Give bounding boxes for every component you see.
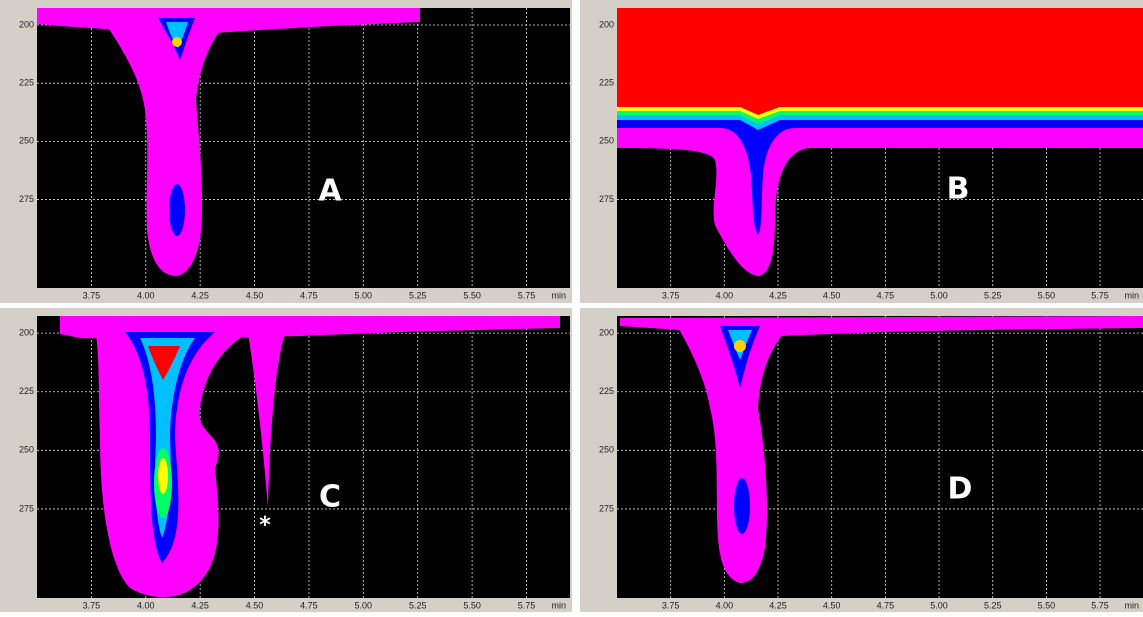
x-tick-label: 5.50 <box>463 600 481 610</box>
x-tick-label: 3.75 <box>83 600 101 610</box>
x-tick-label: 4.00 <box>716 600 734 610</box>
y-tick-label: 250 <box>599 445 614 455</box>
y-tick-label: 250 <box>19 136 34 146</box>
panel-label: B <box>947 172 970 207</box>
x-tick-label: 4.50 <box>246 290 264 300</box>
panel-label: D <box>948 472 973 507</box>
y-tick-label: 200 <box>19 19 34 29</box>
x-tick-label: 4.75 <box>877 290 895 300</box>
x-tick-label: 5.75 <box>518 600 536 610</box>
x-tick-label: 4.75 <box>300 600 318 610</box>
panel: B 3.75 4.00 4.25 4.50 4.75 5.00 5.25 5.50 5.75 20… <box>580 0 1143 303</box>
x-tick-label: 4.50 <box>246 600 264 610</box>
y-tick-label: 250 <box>599 136 614 146</box>
y-tick-label: 225 <box>599 78 614 88</box>
annotation: * <box>259 513 271 538</box>
panel-label: C <box>319 480 341 515</box>
y-tick-label: 275 <box>19 194 34 204</box>
x-tick-label: 5.00 <box>355 600 373 610</box>
contour <box>620 316 1143 583</box>
y-tick-label: 200 <box>19 327 34 337</box>
x-tick-label: 5.75 <box>518 290 536 300</box>
x-tick-label: 5.00 <box>355 290 373 300</box>
y-tick-label: 225 <box>19 386 34 396</box>
x-tick-label: 4.00 <box>137 290 155 300</box>
contour <box>617 8 1143 276</box>
x-tick-label: 3.75 <box>662 600 680 610</box>
x-tick-label: 3.75 <box>83 290 101 300</box>
y-tick-label: 250 <box>19 445 34 455</box>
x-tick-label: 4.25 <box>769 290 787 300</box>
panel-label: A <box>318 174 342 209</box>
x-tick-label: 5.75 <box>1091 600 1109 610</box>
x-tick-label: 4.00 <box>137 600 155 610</box>
x-tick-label: 4.00 <box>716 290 734 300</box>
y-tick-label: 200 <box>599 327 614 337</box>
y-tick-label: 225 <box>19 78 34 88</box>
x-tick-label: 4.75 <box>877 600 895 610</box>
y-tick-label: 275 <box>19 503 34 513</box>
x-axis-label: min <box>551 290 566 300</box>
x-tick-label: 5.25 <box>984 290 1002 300</box>
x-tick-label: 5.00 <box>930 600 948 610</box>
y-tick-label: 200 <box>599 19 614 29</box>
x-tick-label: 5.50 <box>463 290 481 300</box>
y-tick-label: 225 <box>599 386 614 396</box>
x-tick-label: 4.25 <box>191 290 209 300</box>
x-tick-label: 4.25 <box>769 600 787 610</box>
x-tick-label: 4.50 <box>823 290 841 300</box>
x-tick-label: 3.75 <box>662 290 680 300</box>
x-tick-label: 5.25 <box>409 290 427 300</box>
x-tick-label: 5.00 <box>930 290 948 300</box>
x-axis-label: min <box>1124 600 1139 610</box>
x-tick-label: 5.25 <box>409 600 427 610</box>
panel: D 3.75 4.00 4.25 4.50 4.75 5.00 5.25 5.50 5.75 20… <box>580 308 1143 612</box>
contour <box>37 8 420 276</box>
x-tick-label: 4.75 <box>300 290 318 300</box>
x-tick-label: 4.50 <box>823 600 841 610</box>
panel: C * 3.75 4.00 4.25 4.50 4.75 5.00 5.25 5.50 5.75… <box>0 308 572 612</box>
x-tick-label: 5.25 <box>984 600 1002 610</box>
x-axis-label: min <box>1124 290 1139 300</box>
y-tick-label: 275 <box>599 194 614 204</box>
x-axis-label: min <box>551 600 566 610</box>
panel: A 3.75 4.00 4.25 4.50 4.75 5.00 5.25 5.50 5.75 20… <box>0 0 572 303</box>
plot-area <box>37 8 570 288</box>
x-tick-label: 5.75 <box>1091 290 1109 300</box>
x-tick-label: 5.50 <box>1038 290 1056 300</box>
contour <box>60 316 560 598</box>
y-tick-label: 275 <box>599 503 614 513</box>
x-tick-label: 5.50 <box>1038 600 1056 610</box>
x-tick-label: 4.25 <box>191 600 209 610</box>
